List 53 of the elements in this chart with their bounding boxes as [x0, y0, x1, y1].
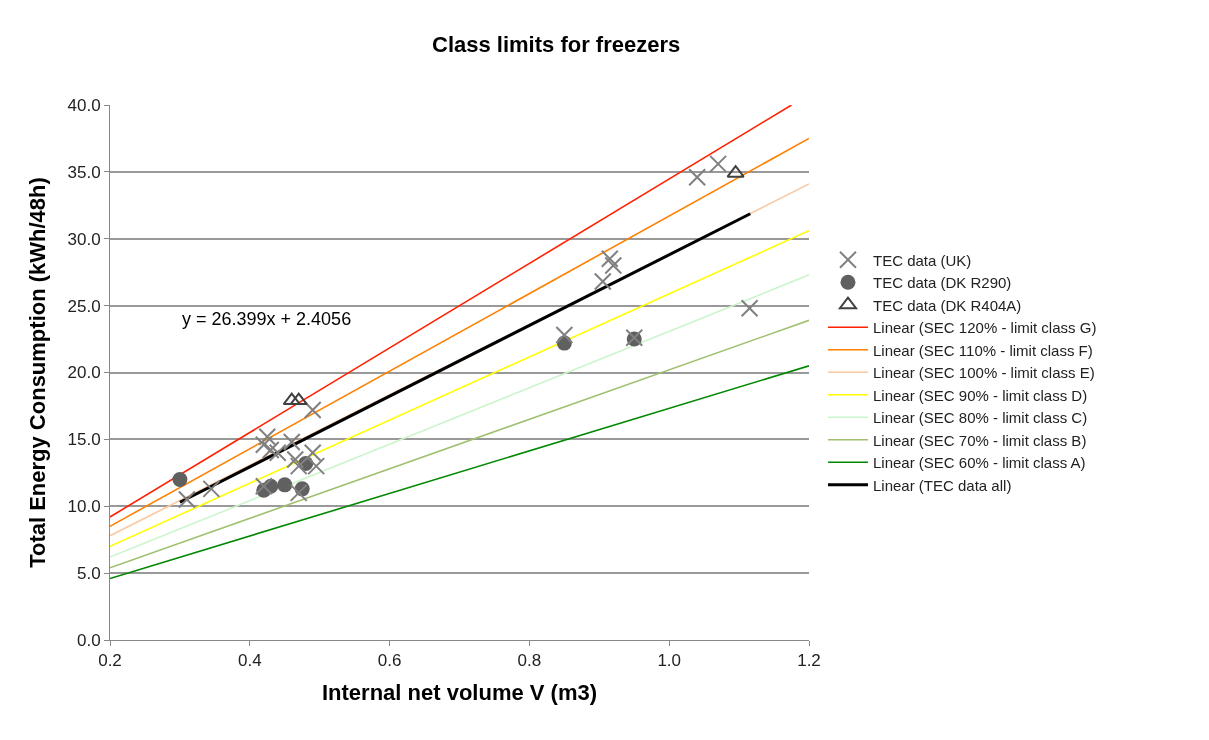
- point: [254, 435, 273, 454]
- point: [555, 326, 574, 345]
- point: [303, 443, 322, 462]
- y-tick-label: 15.0: [67, 430, 101, 450]
- y-tick-label: 40.0: [67, 95, 101, 115]
- point: [688, 168, 707, 187]
- y-tick-label: 35.0: [67, 162, 101, 182]
- point: [258, 427, 277, 446]
- legend-label: TEC data (DK R290): [872, 274, 1012, 292]
- x-tick-label: 1.0: [657, 651, 682, 671]
- legend-label: Linear (TEC data all): [872, 476, 1012, 494]
- x-tick-label: 0.4: [237, 651, 262, 671]
- legend-label: TEC data (DK R404A): [872, 296, 1022, 314]
- point: [282, 433, 301, 452]
- legend-label: Linear (SEC 70% - limit class B): [872, 431, 1087, 449]
- x-tick-label: 0.2: [98, 651, 122, 671]
- chart-title: Class limits for freezers: [432, 32, 681, 58]
- legend-label: Linear (SEC 90% - limit class D): [872, 386, 1088, 404]
- x-tick-label: 0.6: [377, 651, 402, 671]
- legend-label: Linear (SEC 100% - limit class E): [872, 364, 1095, 382]
- y-tick-label: 25.0: [67, 296, 101, 316]
- point: [303, 400, 322, 419]
- y-tick-label: 20.0: [67, 363, 101, 383]
- legend-label: Linear (SEC 120% - limit class G): [872, 319, 1097, 337]
- x-tick-label: 1.2: [797, 651, 821, 671]
- point: [177, 490, 196, 509]
- y-tick-label: 5.0: [76, 564, 101, 584]
- x-axis-title: Internal net volume V (m3): [321, 680, 598, 706]
- point: [289, 392, 308, 406]
- point: [604, 256, 623, 275]
- legend-label: Linear (SEC 110% - limit class F): [872, 341, 1093, 359]
- y-tick-label: 30.0: [67, 229, 101, 249]
- point: [740, 299, 759, 318]
- point: [286, 450, 305, 469]
- point: [172, 472, 188, 487]
- x-tick-label: 0.8: [517, 651, 542, 671]
- point: [254, 477, 273, 496]
- point: [277, 477, 293, 493]
- y-tick-label: 10.0: [67, 497, 101, 517]
- y-tick-label: 0.0: [76, 630, 101, 650]
- y-axis-title: Total Energy Consumption (kWh/48h): [25, 177, 51, 568]
- legend-label: TEC data (UK): [872, 251, 972, 269]
- point: [202, 479, 221, 498]
- point: [261, 441, 280, 460]
- legend-label: Linear (SEC 60% - limit class A): [872, 454, 1086, 472]
- annotation: y = 26.399x + 2.4056: [182, 309, 352, 329]
- point: [289, 483, 308, 502]
- point: [600, 249, 619, 268]
- point: [593, 272, 612, 291]
- legend-label: Linear (SEC 80% - limit class C): [872, 409, 1088, 427]
- point: [282, 392, 301, 406]
- point: [268, 443, 287, 462]
- point: [709, 154, 728, 173]
